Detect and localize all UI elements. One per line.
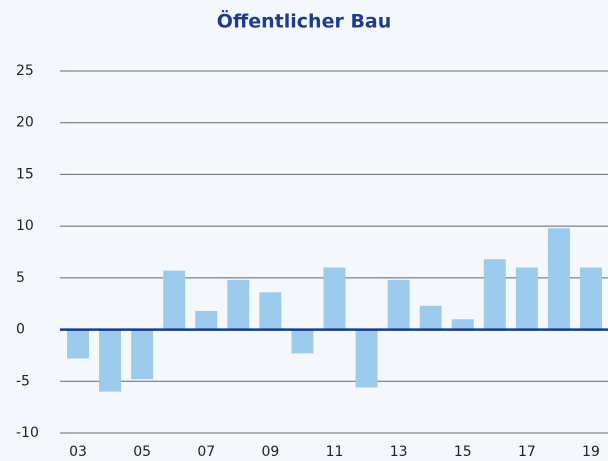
bar — [387, 279, 410, 330]
bar — [163, 270, 186, 330]
bar — [355, 329, 378, 388]
bar — [515, 267, 538, 330]
x-tick-label: 05 — [133, 444, 151, 460]
x-tick-label: 17 — [518, 444, 536, 460]
bar — [195, 310, 218, 330]
bar — [227, 279, 250, 330]
y-tick-label: 5 — [16, 270, 25, 286]
y-tick-label: 10 — [16, 218, 34, 234]
bar — [547, 228, 570, 330]
y-tick-label: 15 — [16, 166, 34, 182]
bar — [483, 259, 506, 330]
bar — [419, 305, 442, 330]
bar — [99, 329, 122, 392]
bar — [131, 329, 154, 380]
x-tick-label: 07 — [197, 444, 215, 460]
y-tick-label: 20 — [16, 115, 34, 131]
x-tick-label: 15 — [454, 444, 472, 460]
chart-title: Öffentlicher Bau — [217, 9, 392, 33]
x-tick-label: 19 — [582, 444, 600, 460]
x-tick-label: 13 — [390, 444, 408, 460]
bar — [291, 329, 314, 354]
x-tick-label: 11 — [326, 444, 344, 460]
y-tick-label: -10 — [16, 425, 39, 441]
y-tick-label: 0 — [16, 322, 25, 338]
y-tick-label: 25 — [16, 63, 34, 79]
bar — [259, 292, 282, 330]
bar — [579, 267, 602, 330]
bar — [67, 329, 90, 359]
bar — [323, 267, 346, 330]
x-tick-label: 03 — [69, 444, 87, 460]
x-tick-label: 09 — [261, 444, 279, 460]
bar — [451, 319, 474, 330]
y-tick-label: -5 — [16, 373, 30, 389]
